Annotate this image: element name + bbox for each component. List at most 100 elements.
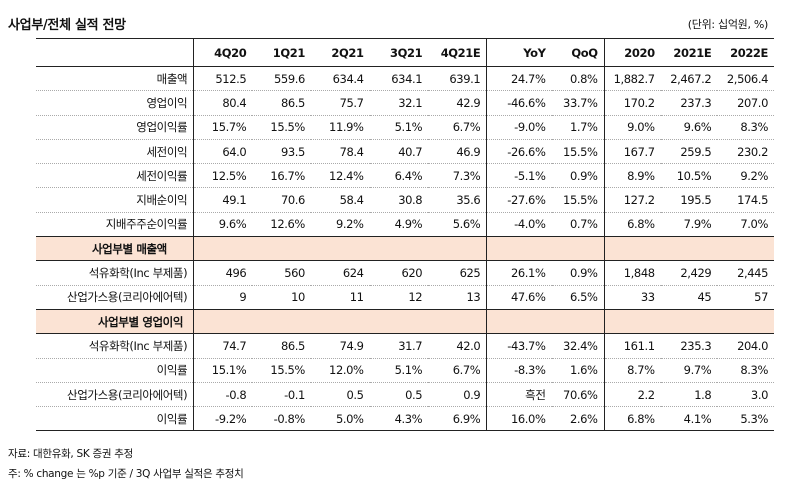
section-cell — [551, 236, 605, 262]
table-row: 영업이익률 15.7% 15.5% 11.9% 5.1% 6.7% -9.0% 1.7% 9.0… — [36, 115, 774, 140]
table-cell: 1.8 — [660, 382, 718, 408]
row-label: 산업가스용(코리아에어텍) — [36, 285, 195, 310]
table-cell: 9.6% — [660, 115, 718, 140]
table-cell: 9.2% — [717, 163, 774, 189]
table-cell: 127.2 — [603, 187, 661, 213]
table-cell: 58.4 — [310, 187, 370, 213]
section-header-operating-profit: 사업부별 영업이익 — [36, 308, 774, 335]
header-cell: 3Q21 — [369, 38, 429, 67]
table-cell: -0.8 — [193, 382, 253, 408]
table-row: 석유화학(Inc 부제품) 74.7 86.5 74.9 31.7 42.0 -43.7% 3… — [36, 333, 774, 359]
table-cell: 15.5% — [252, 358, 311, 383]
table-cell: 6.9% — [428, 406, 487, 432]
table-cell: 80.4 — [193, 90, 253, 116]
table-cell: 70.6 — [252, 187, 311, 213]
table-cell: 4.3% — [369, 406, 429, 432]
table-cell: 12.5% — [193, 163, 253, 189]
table-cell: 33 — [603, 285, 661, 310]
section-cell — [603, 236, 661, 262]
table-cell: 170.2 — [603, 90, 661, 116]
row-label: 세전이익 — [36, 139, 195, 165]
table-cell: 6.8% — [603, 406, 661, 432]
section-cell — [660, 308, 718, 335]
table-cell: 0.9% — [551, 163, 605, 189]
table-cell: 57 — [717, 285, 774, 310]
table-cell: 4.1% — [660, 406, 718, 432]
table-cell: 9.2% — [310, 212, 370, 238]
table-cell: 11 — [310, 285, 370, 310]
table-cell: 49.1 — [193, 187, 253, 213]
table-row: 석유화학(Inc 부제품) 496 560 624 620 625 26.1% 0.9% 1,8… — [36, 260, 774, 286]
table-cell: 12 — [369, 285, 429, 310]
table-cell: 75.7 — [310, 90, 370, 116]
table-cell: 12.6% — [252, 212, 311, 238]
table-cell: 1.7% — [551, 115, 605, 140]
table-cell: 2.2 — [603, 382, 661, 408]
table-cell: 161.1 — [603, 333, 661, 359]
table-cell: 2,506.4 — [717, 66, 774, 92]
table-cell: 195.5 — [660, 187, 718, 213]
row-label: 영업이익률 — [36, 115, 195, 140]
header-cell: 2021E — [660, 38, 718, 67]
table-cell: 45 — [660, 285, 718, 310]
table-body: 매출액 512.5 559.6 634.4 634.1 639.1 24.7% 0.8% 1,8… — [36, 66, 774, 432]
table-cell: 6.5% — [551, 285, 605, 310]
table-cell: 9 — [193, 285, 253, 310]
table-cell: 259.5 — [660, 139, 718, 165]
row-label: 매출액 — [36, 66, 195, 92]
table-cell: 9.6% — [193, 212, 253, 238]
table-cell: 15.7% — [193, 115, 253, 140]
table-cell: 496 — [193, 260, 253, 286]
row-label: 석유화학(Inc 부제품) — [36, 260, 195, 286]
table-cell: 0.7% — [551, 212, 605, 238]
table-cell: 7.0% — [717, 212, 774, 238]
header-cell: QoQ — [551, 38, 605, 67]
table-row: 세전이익률 12.5% 16.7% 12.4% 6.4% 7.3% -5.1% 0.9% 8.9… — [36, 163, 774, 189]
table-cell: 74.9 — [310, 333, 370, 359]
unit-label: (단위: 십억원, %) — [687, 18, 769, 31]
table-cell: 2.6% — [551, 406, 605, 432]
table-cell: 204.0 — [717, 333, 774, 359]
table-cell: 1.6% — [551, 358, 605, 383]
table-cell: 5.6% — [428, 212, 487, 238]
row-label: 영업이익 — [36, 90, 195, 116]
table-cell: 625 — [428, 260, 487, 286]
table-cell: 10.5% — [660, 163, 718, 189]
header-cell: 2020 — [603, 38, 661, 67]
table-cell: 74.7 — [193, 333, 253, 359]
table-cell: -0.8% — [252, 406, 311, 432]
table-row: 지배순이익 49.1 70.6 58.4 30.8 35.6 -27.6% 15.5% 127.… — [36, 187, 774, 213]
table-cell: 16.7% — [252, 163, 311, 189]
section-cell — [252, 236, 311, 262]
section-title: 사업부별 매출액 — [36, 236, 195, 262]
table-row: 영업이익 80.4 86.5 75.7 32.1 42.9 -46.6% 33.7% 170.2… — [36, 90, 774, 116]
header-cell — [36, 38, 195, 67]
row-label: 이익률 — [36, 406, 195, 432]
table-cell: 11.9% — [310, 115, 370, 140]
table-cell: 35.6 — [428, 187, 487, 213]
table-cell: 10 — [252, 285, 311, 310]
table-cell: -4.0% — [486, 212, 552, 238]
table-cell: 46.9 — [428, 139, 487, 165]
table-cell: -9.2% — [193, 406, 253, 432]
table-cell: 620 — [369, 260, 429, 286]
table-cell: 207.0 — [717, 90, 774, 116]
section-cell — [193, 308, 253, 335]
change-note: 주: % change 는 %p 기준 / 3Q 사업부 실적은 추정치 — [8, 468, 244, 480]
table-cell: 5.3% — [717, 406, 774, 432]
table-cell: 0.5 — [310, 382, 370, 408]
table-cell: 0.5 — [369, 382, 429, 408]
table-cell: 167.7 — [603, 139, 661, 165]
table-cell: 634.1 — [369, 66, 429, 92]
table-cell: 4.9% — [369, 212, 429, 238]
table-cell: 12.4% — [310, 163, 370, 189]
table-cell: 70.6% — [551, 382, 605, 408]
section-cell — [252, 308, 311, 335]
table-cell: 흑전 — [486, 382, 552, 408]
table-cell: 2,467.2 — [660, 66, 718, 92]
table-cell: 2,445 — [717, 260, 774, 286]
table-cell: 47.6% — [486, 285, 552, 310]
table-cell: 6.4% — [369, 163, 429, 189]
header-cell: 4Q20 — [193, 38, 253, 67]
section-cell — [486, 236, 552, 262]
